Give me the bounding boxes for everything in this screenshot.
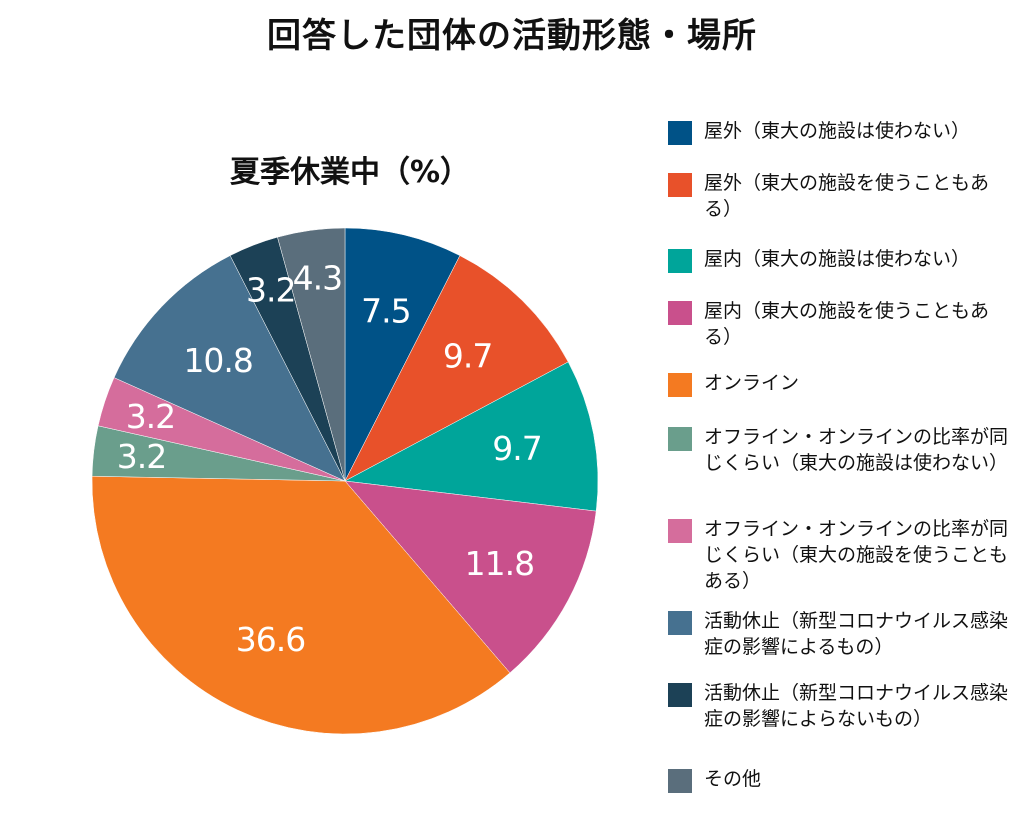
- pie-slice-value-label: 11.8: [465, 544, 534, 583]
- pie-slice-value-label: 9.7: [443, 337, 492, 376]
- legend-swatch: [668, 427, 692, 451]
- pie-slice-value-label: 9.7: [492, 429, 541, 468]
- pie-slice: [344, 255, 569, 482]
- pie-slice: [344, 361, 599, 512]
- pie-slice: [113, 255, 346, 482]
- pie-slice-value-label: 4.3: [293, 258, 342, 297]
- legend-swatch: [668, 121, 692, 145]
- legend-swatch: [668, 769, 692, 793]
- chart-subtitle: 夏季休業中（%）: [229, 155, 471, 190]
- legend-label: その他: [704, 768, 762, 790]
- legend-swatch: [668, 519, 692, 543]
- pie-slice-value-label: 3.2: [246, 270, 295, 309]
- legend-label: 屋内（東大の施設は使わない）: [704, 248, 971, 270]
- chart-main-title: 回答した団体の活動形態・場所: [267, 16, 757, 56]
- pie-slice-value-label: 10.8: [183, 341, 252, 380]
- legend-label: オフライン・オンラインの比率が同じくらい（東大の施設を使うこともある）: [704, 518, 1009, 592]
- legend-label: オンライン: [704, 372, 800, 394]
- legend-swatch: [668, 173, 692, 197]
- pie-slice: [344, 227, 461, 482]
- pie-slice-value-label: 36.6: [236, 620, 305, 659]
- pie-slice-value-label: 3.2: [126, 397, 175, 436]
- legend-swatch: [668, 249, 692, 273]
- legend-label: 屋内（東大の施設を使うこともある）: [704, 300, 990, 348]
- legend-swatch: [668, 611, 692, 635]
- legend-label: 活動休止（新型コロナウイルス感染症の影響によるもの）: [704, 610, 1009, 658]
- pie-slice: [277, 227, 346, 482]
- legend-swatch: [668, 301, 692, 325]
- legend-label: 活動休止（新型コロナウイルス感染症の影響によらないもの）: [704, 682, 1009, 730]
- pie-slice-value-label: 3.2: [117, 437, 166, 476]
- legend-label: 屋外（東大の施設を使うこともある）: [704, 172, 990, 220]
- pie-slice: [91, 475, 511, 735]
- legend-swatch: [668, 683, 692, 707]
- pie-slice-value-label: 7.5: [361, 291, 410, 330]
- pie-slice: [344, 480, 597, 674]
- legend-label: 屋外（東大の施設は使わない）: [704, 120, 971, 142]
- legend-swatch: [668, 373, 692, 397]
- legend-label: オフライン・オンラインの比率が同じくらい（東大の施設は使わない）: [704, 426, 1009, 474]
